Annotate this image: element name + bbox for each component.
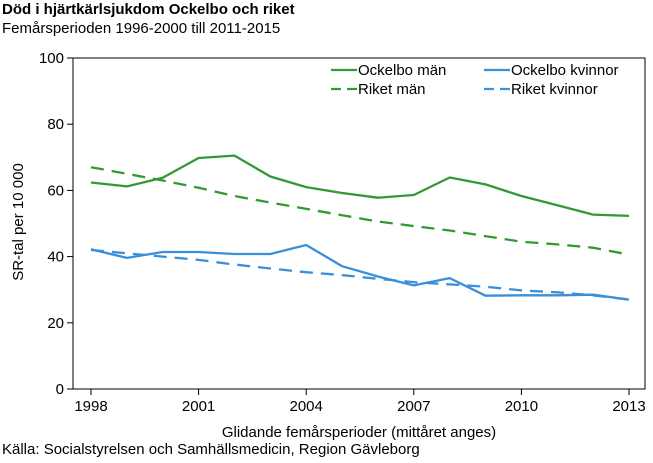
chart-subtitle: Femårsperioden 1996-2000 till 2011-2015 (2, 20, 281, 37)
x-axis-label: Glidande femårsperioder (mittåret anges) (222, 424, 496, 441)
axes: 0 20 40 60 80 100 1998 2001 2004 2007 2010 2013 (39, 50, 646, 415)
y-tick-label: 20 (47, 315, 64, 332)
y-tick-label: 80 (47, 116, 64, 133)
y-tick-label: 40 (47, 249, 64, 266)
x-tick-label: 2013 (612, 398, 645, 415)
series-line-riket-m-n (90, 166, 630, 256)
x-tick-label: 2007 (397, 398, 430, 415)
legend-label-riket-m-n: Riket män (358, 81, 426, 98)
legend: Ockelbo män Ockelbo kvinnor Riket män Riket… (331, 62, 619, 98)
x-tick-label: 2004 (290, 398, 323, 415)
series-line-ockelbo-m-n (90, 154, 630, 218)
plot-frame (72, 57, 646, 390)
x-tick-label: 2010 (505, 398, 538, 415)
y-tick-label: 60 (47, 182, 64, 199)
legend-label-ockelbo-m-n: Ockelbo män (358, 62, 446, 79)
x-tick-label: 1998 (74, 398, 107, 415)
source-note: Källa: Socialstyrelsen och Samhällsmedic… (2, 441, 420, 458)
legend-label-riket-kvinnor: Riket kvinnor (511, 81, 598, 98)
legend-label-ockelbo-kvinnor: Ockelbo kvinnor (511, 62, 619, 79)
series-line-riket-kvinnor (90, 248, 630, 301)
y-tick-label: 100 (39, 50, 64, 67)
x-tick-label: 2001 (182, 398, 215, 415)
chart-title: Död i hjärtkärlsjukdom Ockelbo och riket (2, 1, 295, 18)
y-axis-label: SR-tal per 10 000 (10, 163, 27, 281)
plot-lines (90, 154, 630, 301)
series-line-ockelbo-kvinnor (90, 243, 630, 301)
y-tick-label: 0 (56, 381, 64, 398)
